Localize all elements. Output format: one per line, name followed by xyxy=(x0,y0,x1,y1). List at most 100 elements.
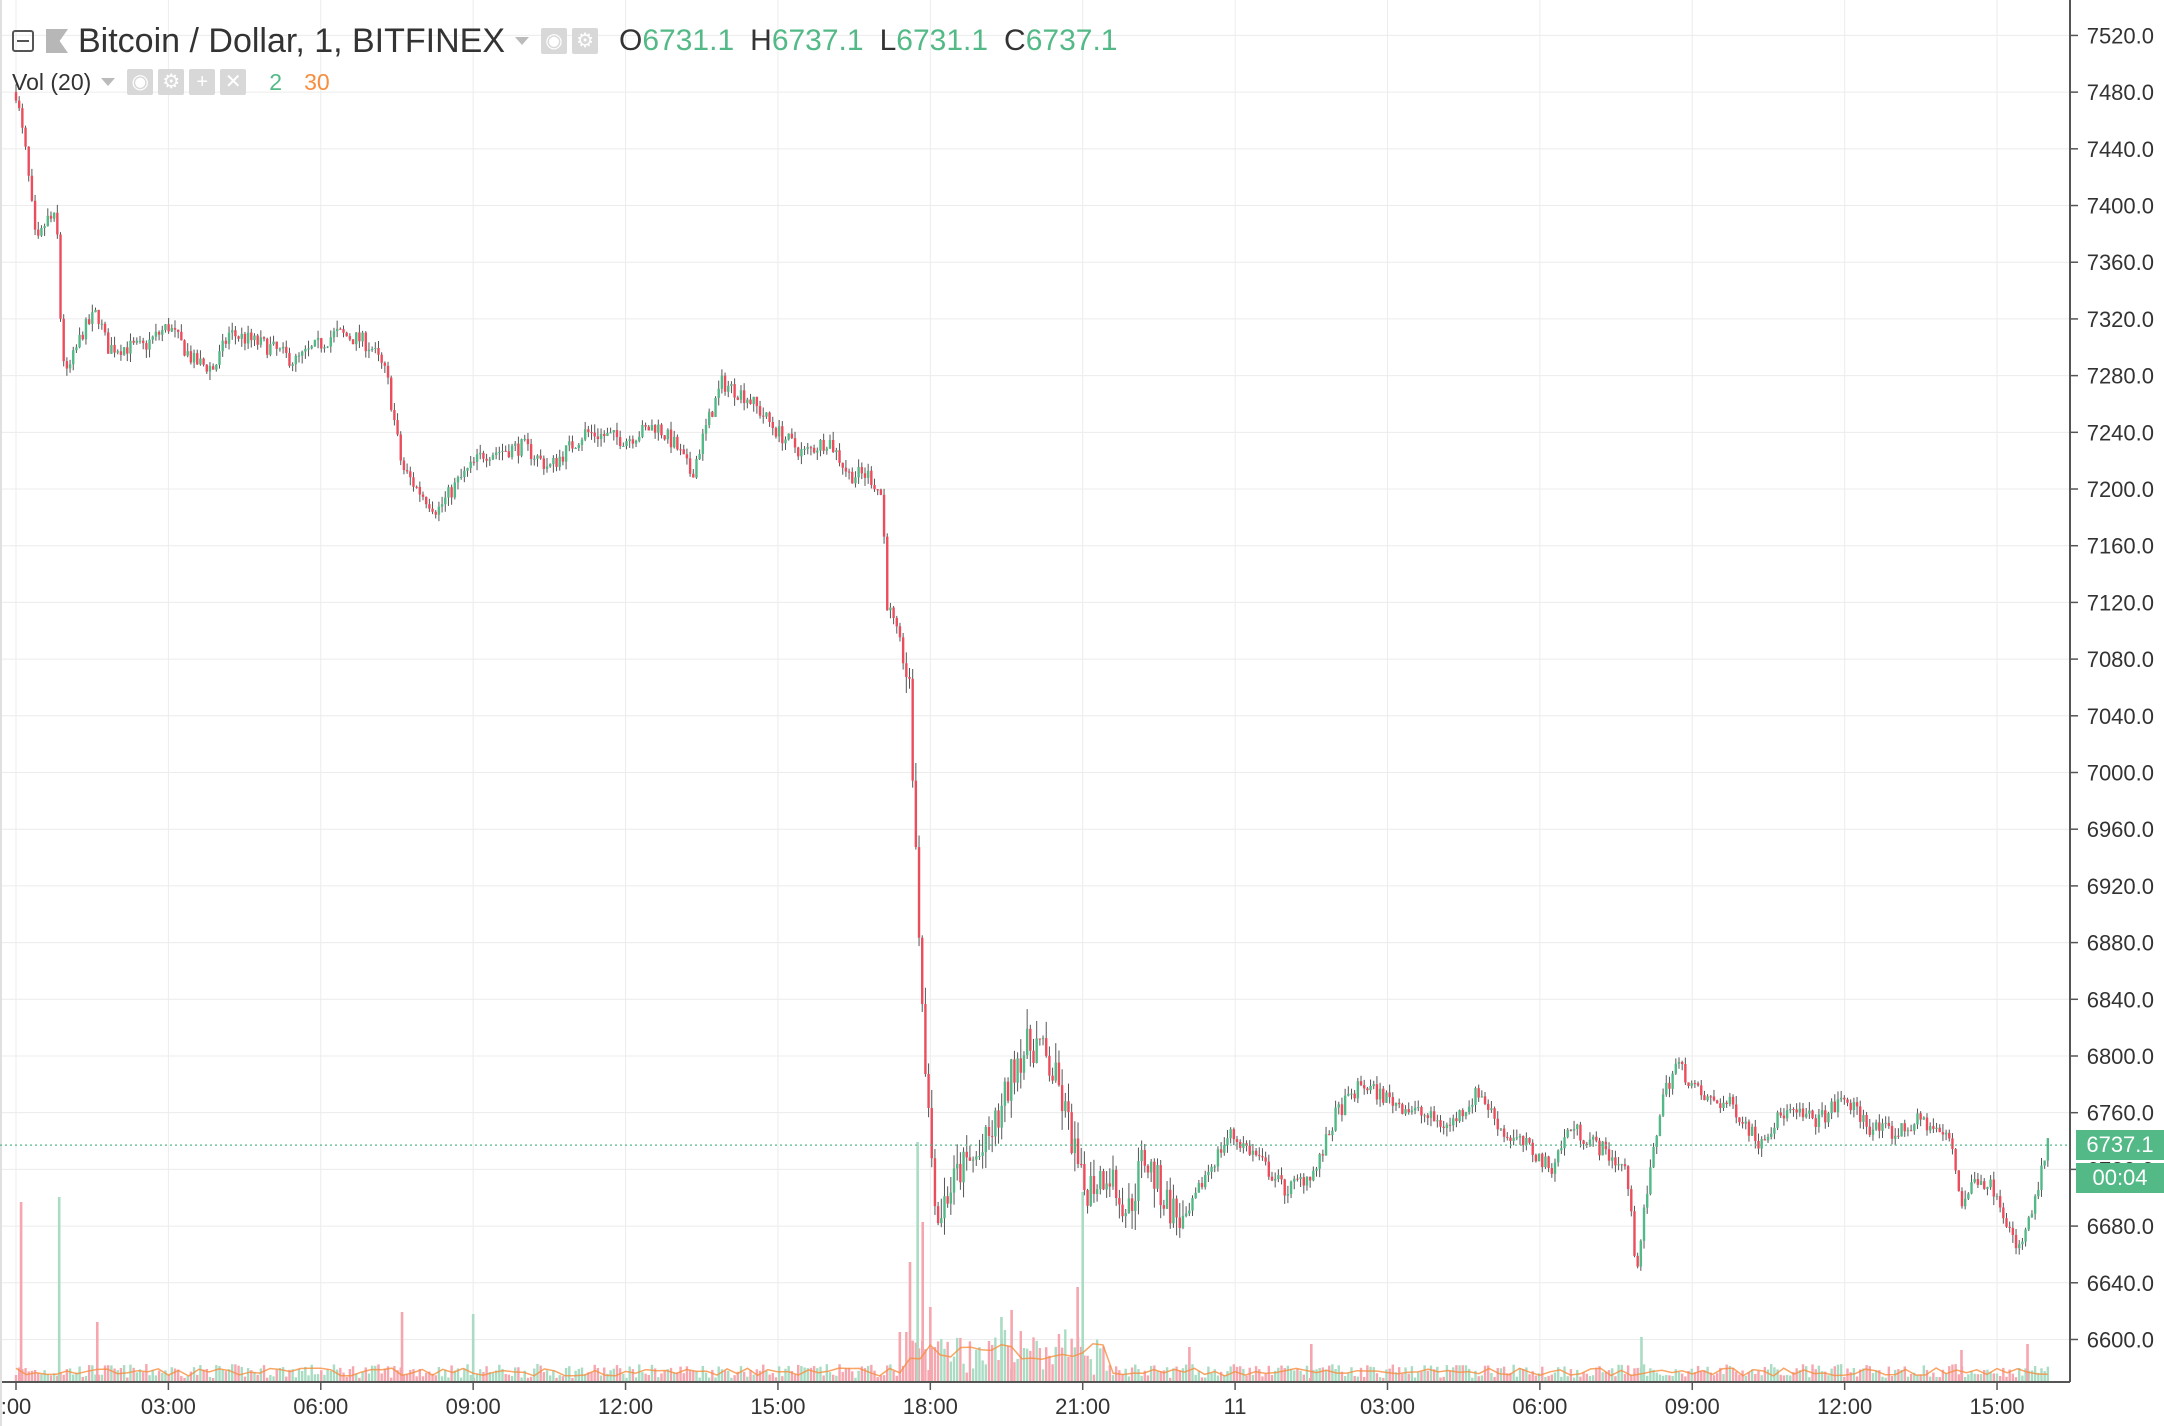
candle-body xyxy=(1051,1075,1054,1081)
volume-bar xyxy=(952,1356,956,1382)
candle-body xyxy=(1003,1081,1007,1106)
volume-title[interactable]: Vol (20) xyxy=(12,68,92,95)
volume-bar xyxy=(1518,1367,1522,1382)
collapse-icon[interactable] xyxy=(12,30,34,52)
volume-bar xyxy=(1156,1371,1159,1382)
flag-icon[interactable] xyxy=(46,29,68,53)
candle-body xyxy=(355,332,358,345)
volume-bar xyxy=(1280,1365,1283,1382)
volume-bar xyxy=(2037,1372,2040,1382)
volume-bar xyxy=(599,1375,603,1382)
candle-body xyxy=(1693,1083,1697,1085)
volume-bar xyxy=(682,1373,685,1382)
volume-bar xyxy=(1652,1369,1655,1382)
candle-body xyxy=(310,346,313,349)
candle-body xyxy=(1531,1142,1534,1155)
plus-icon[interactable]: + xyxy=(189,69,216,95)
candle-body xyxy=(695,459,698,478)
volume-bar xyxy=(1219,1371,1223,1382)
volume-bar xyxy=(1894,1369,1897,1382)
volume-bar xyxy=(997,1359,1000,1382)
candle-body xyxy=(618,437,622,447)
volume-bar xyxy=(797,1364,800,1382)
volume-bar xyxy=(1095,1339,1099,1382)
volume-bar xyxy=(1674,1369,1678,1382)
candle-body xyxy=(437,506,441,515)
candle-body xyxy=(997,1110,1000,1128)
volume-bar xyxy=(1661,1375,1665,1382)
volume-bar xyxy=(1782,1375,1786,1382)
eye-icon[interactable]: ◉ xyxy=(127,69,154,95)
volume-bar xyxy=(1779,1374,1782,1382)
volume-bar xyxy=(1108,1365,1112,1382)
volume-bar xyxy=(1347,1373,1350,1382)
volume-bar xyxy=(1954,1364,1957,1382)
eye-icon[interactable]: ◉ xyxy=(541,28,568,54)
volume-bar xyxy=(596,1368,600,1382)
volume-bar xyxy=(2011,1373,2015,1382)
candle-body xyxy=(1948,1132,1951,1139)
volume-bar xyxy=(1270,1375,1274,1382)
candle-body xyxy=(1820,1110,1824,1115)
volume-bar xyxy=(1359,1367,1363,1382)
volume-bar xyxy=(765,1370,768,1382)
volume-bar xyxy=(504,1373,507,1382)
gear-icon[interactable]: ⚙ xyxy=(158,69,185,95)
candle-body xyxy=(97,309,100,324)
candle-body xyxy=(1569,1129,1573,1131)
caret-down-icon[interactable] xyxy=(101,78,116,86)
volume-bar xyxy=(742,1371,746,1382)
candle-body xyxy=(1595,1136,1598,1141)
candle-body xyxy=(701,433,705,454)
candle-body xyxy=(1824,1110,1827,1123)
symbol-title[interactable]: Bitcoin / Dollar, 1, BITFINEX xyxy=(78,21,506,60)
candle-body xyxy=(1455,1118,1458,1122)
volume-bar xyxy=(1808,1377,1811,1382)
volume-bar xyxy=(1242,1368,1245,1382)
candle-body xyxy=(1025,1028,1029,1056)
volume-bar xyxy=(1048,1355,1051,1382)
candle-body xyxy=(844,467,848,472)
candle-body xyxy=(447,487,450,498)
gear-icon[interactable]: ⚙ xyxy=(572,28,599,54)
candle-body xyxy=(1382,1088,1385,1103)
candle-body xyxy=(1884,1122,1887,1124)
candle-body xyxy=(1795,1109,1798,1113)
volume-bar xyxy=(841,1372,844,1382)
volume-bar xyxy=(1547,1375,1550,1382)
volume-bar xyxy=(154,1375,158,1382)
volume-bar xyxy=(145,1364,148,1382)
volume-bar xyxy=(924,1349,927,1382)
candle-body xyxy=(1487,1103,1490,1110)
volume-bar xyxy=(1032,1337,1035,1382)
volume-bar xyxy=(444,1369,447,1382)
candle-body xyxy=(1579,1124,1582,1141)
volume-bar xyxy=(936,1341,940,1382)
volume-bar xyxy=(1035,1340,1038,1382)
candle-body xyxy=(863,473,867,478)
candle-body xyxy=(1560,1148,1563,1151)
candle-body xyxy=(831,439,835,453)
candle-body xyxy=(1162,1205,1166,1209)
volume-bar xyxy=(269,1375,272,1382)
candle-body xyxy=(49,215,53,219)
candle-body xyxy=(1792,1108,1795,1110)
candle-body xyxy=(126,347,129,354)
volume-bar xyxy=(52,1373,56,1382)
candle-body xyxy=(1804,1113,1808,1118)
volume-bar xyxy=(199,1365,202,1382)
candle-body xyxy=(475,454,479,462)
volume-bar xyxy=(466,1364,469,1382)
candle-body xyxy=(1735,1104,1738,1118)
candle-body xyxy=(2014,1234,2018,1249)
volume-bar xyxy=(1140,1375,1143,1382)
time-tick-label: 15:00 xyxy=(1970,1394,2025,1419)
candle-body xyxy=(1556,1150,1560,1163)
candle-body xyxy=(733,384,736,398)
caret-down-icon[interactable] xyxy=(515,37,530,45)
close-icon[interactable]: ✕ xyxy=(220,69,247,95)
candle-body xyxy=(27,146,30,176)
candle-body xyxy=(1041,1038,1045,1040)
volume-bar xyxy=(657,1377,660,1382)
